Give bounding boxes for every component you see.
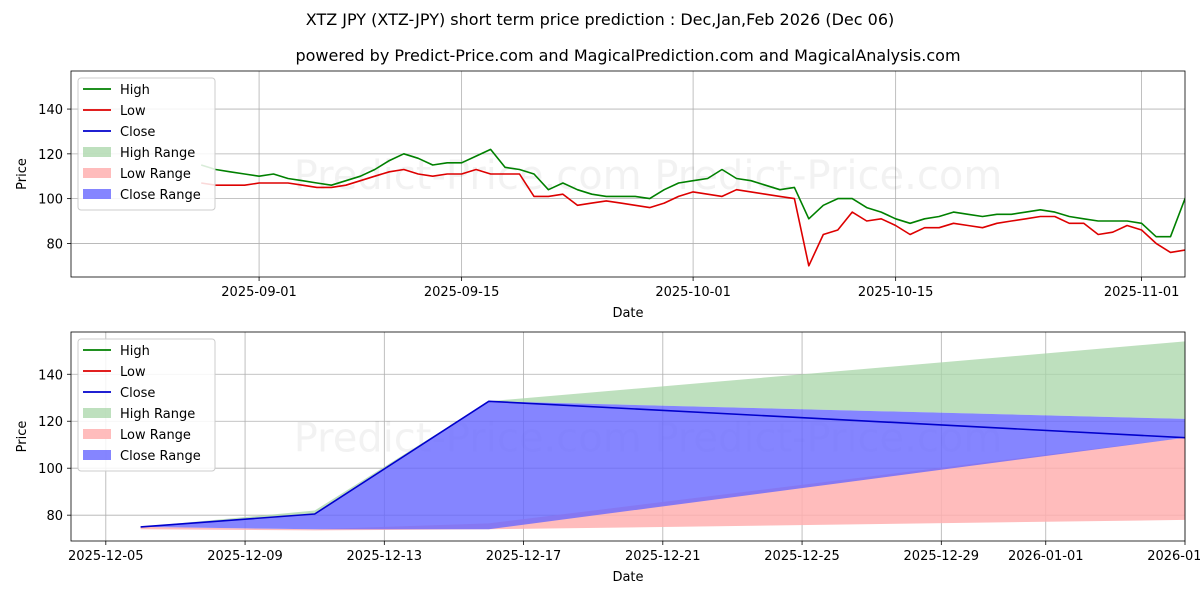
x-tick-label: 2025-12-21 [625, 549, 701, 564]
y-tick-label: 140 [38, 103, 63, 118]
bottom-chart-panel: Predict-Price.com Predict-Price.com2025-… [15, 331, 1200, 585]
y-tick-label: 120 [38, 148, 63, 163]
legend: High Low Close High Range Low Range Close Ran… [77, 338, 216, 472]
legend-label: Low Range [120, 428, 191, 443]
x-axis-label: Date [612, 306, 643, 321]
legend-label: Close [120, 125, 155, 140]
y-tick-label: 120 [38, 415, 63, 430]
chart-subtitle: powered by Predict-Price.com and Magical… [295, 46, 960, 65]
y-axis-label: Price [15, 421, 30, 453]
legend-swatch-patch [83, 189, 111, 199]
top-chart-panel: Predict-Price.com Predict-Price.com 2025-… [15, 70, 1186, 321]
y-tick-label: 140 [38, 368, 63, 383]
y-tick-label: 80 [46, 509, 63, 524]
x-tick-label: 2025-11-01 [1104, 285, 1180, 300]
high-series-line [200, 148, 1185, 238]
legend-swatch-patch [83, 450, 111, 460]
x-tick-label: 2025-09-01 [221, 285, 297, 300]
x-tick-label: 2025-10-01 [655, 285, 731, 300]
legend-label: Low [120, 104, 146, 119]
x-tick-label: 2025-12-17 [486, 549, 562, 564]
y-tick-label: 100 [38, 462, 63, 477]
y-tick-label: 80 [46, 237, 63, 252]
x-axis-label: Date [612, 570, 643, 585]
plot-area [200, 148, 1185, 267]
legend-label: Close Range [120, 188, 201, 203]
x-tick-label: 2025-12-05 [68, 549, 144, 564]
x-tick-label: 2025-12-29 [904, 549, 980, 564]
legend-box [77, 77, 216, 211]
legend-label: High [120, 344, 150, 359]
x-tick-label: 2025-12-25 [764, 549, 840, 564]
legend-swatch-patch [83, 147, 111, 157]
legend-label: High Range [120, 407, 195, 422]
low-series-line [201, 168, 1185, 267]
high-range-band [140, 341, 1185, 527]
legend-label: Close [120, 386, 155, 401]
x-tick-label: 2025-09-15 [424, 285, 500, 300]
chart-title: XTZ JPY (XTZ-JPY) short term price predi… [306, 10, 894, 29]
y-axis-label: Price [15, 158, 30, 190]
watermark-text: Predict-Price.com Predict-Price.com [294, 153, 1003, 199]
low-range-band [140, 437, 1185, 531]
close-series-line [140, 400, 1185, 528]
legend-swatch-patch [83, 429, 111, 439]
legend-label: Close Range [120, 449, 201, 464]
x-tick-label: 2025-12-13 [347, 549, 423, 564]
x-tick-label: 2026-01-01 [1008, 549, 1084, 564]
legend-swatch-patch [83, 168, 111, 178]
x-tick-label: 2025-10-15 [858, 285, 934, 300]
axes-frame [70, 331, 1186, 542]
y-tick-label: 100 [38, 193, 63, 208]
legend-box [77, 338, 216, 472]
legend-label: High [120, 83, 150, 98]
legend-swatch-patch [83, 408, 111, 418]
legend: High Low Close High Range Low Range Close Ran… [77, 77, 216, 211]
close-range-band [140, 401, 1185, 530]
legend-label: Low [120, 365, 146, 380]
legend-label: Low Range [120, 167, 191, 182]
axes-frame [70, 70, 1186, 278]
x-tick-label: 2026-01-05 [1147, 549, 1200, 564]
plot-area [140, 341, 1185, 531]
x-tick-label: 2025-12-09 [207, 549, 283, 564]
legend-label: High Range [120, 146, 195, 161]
